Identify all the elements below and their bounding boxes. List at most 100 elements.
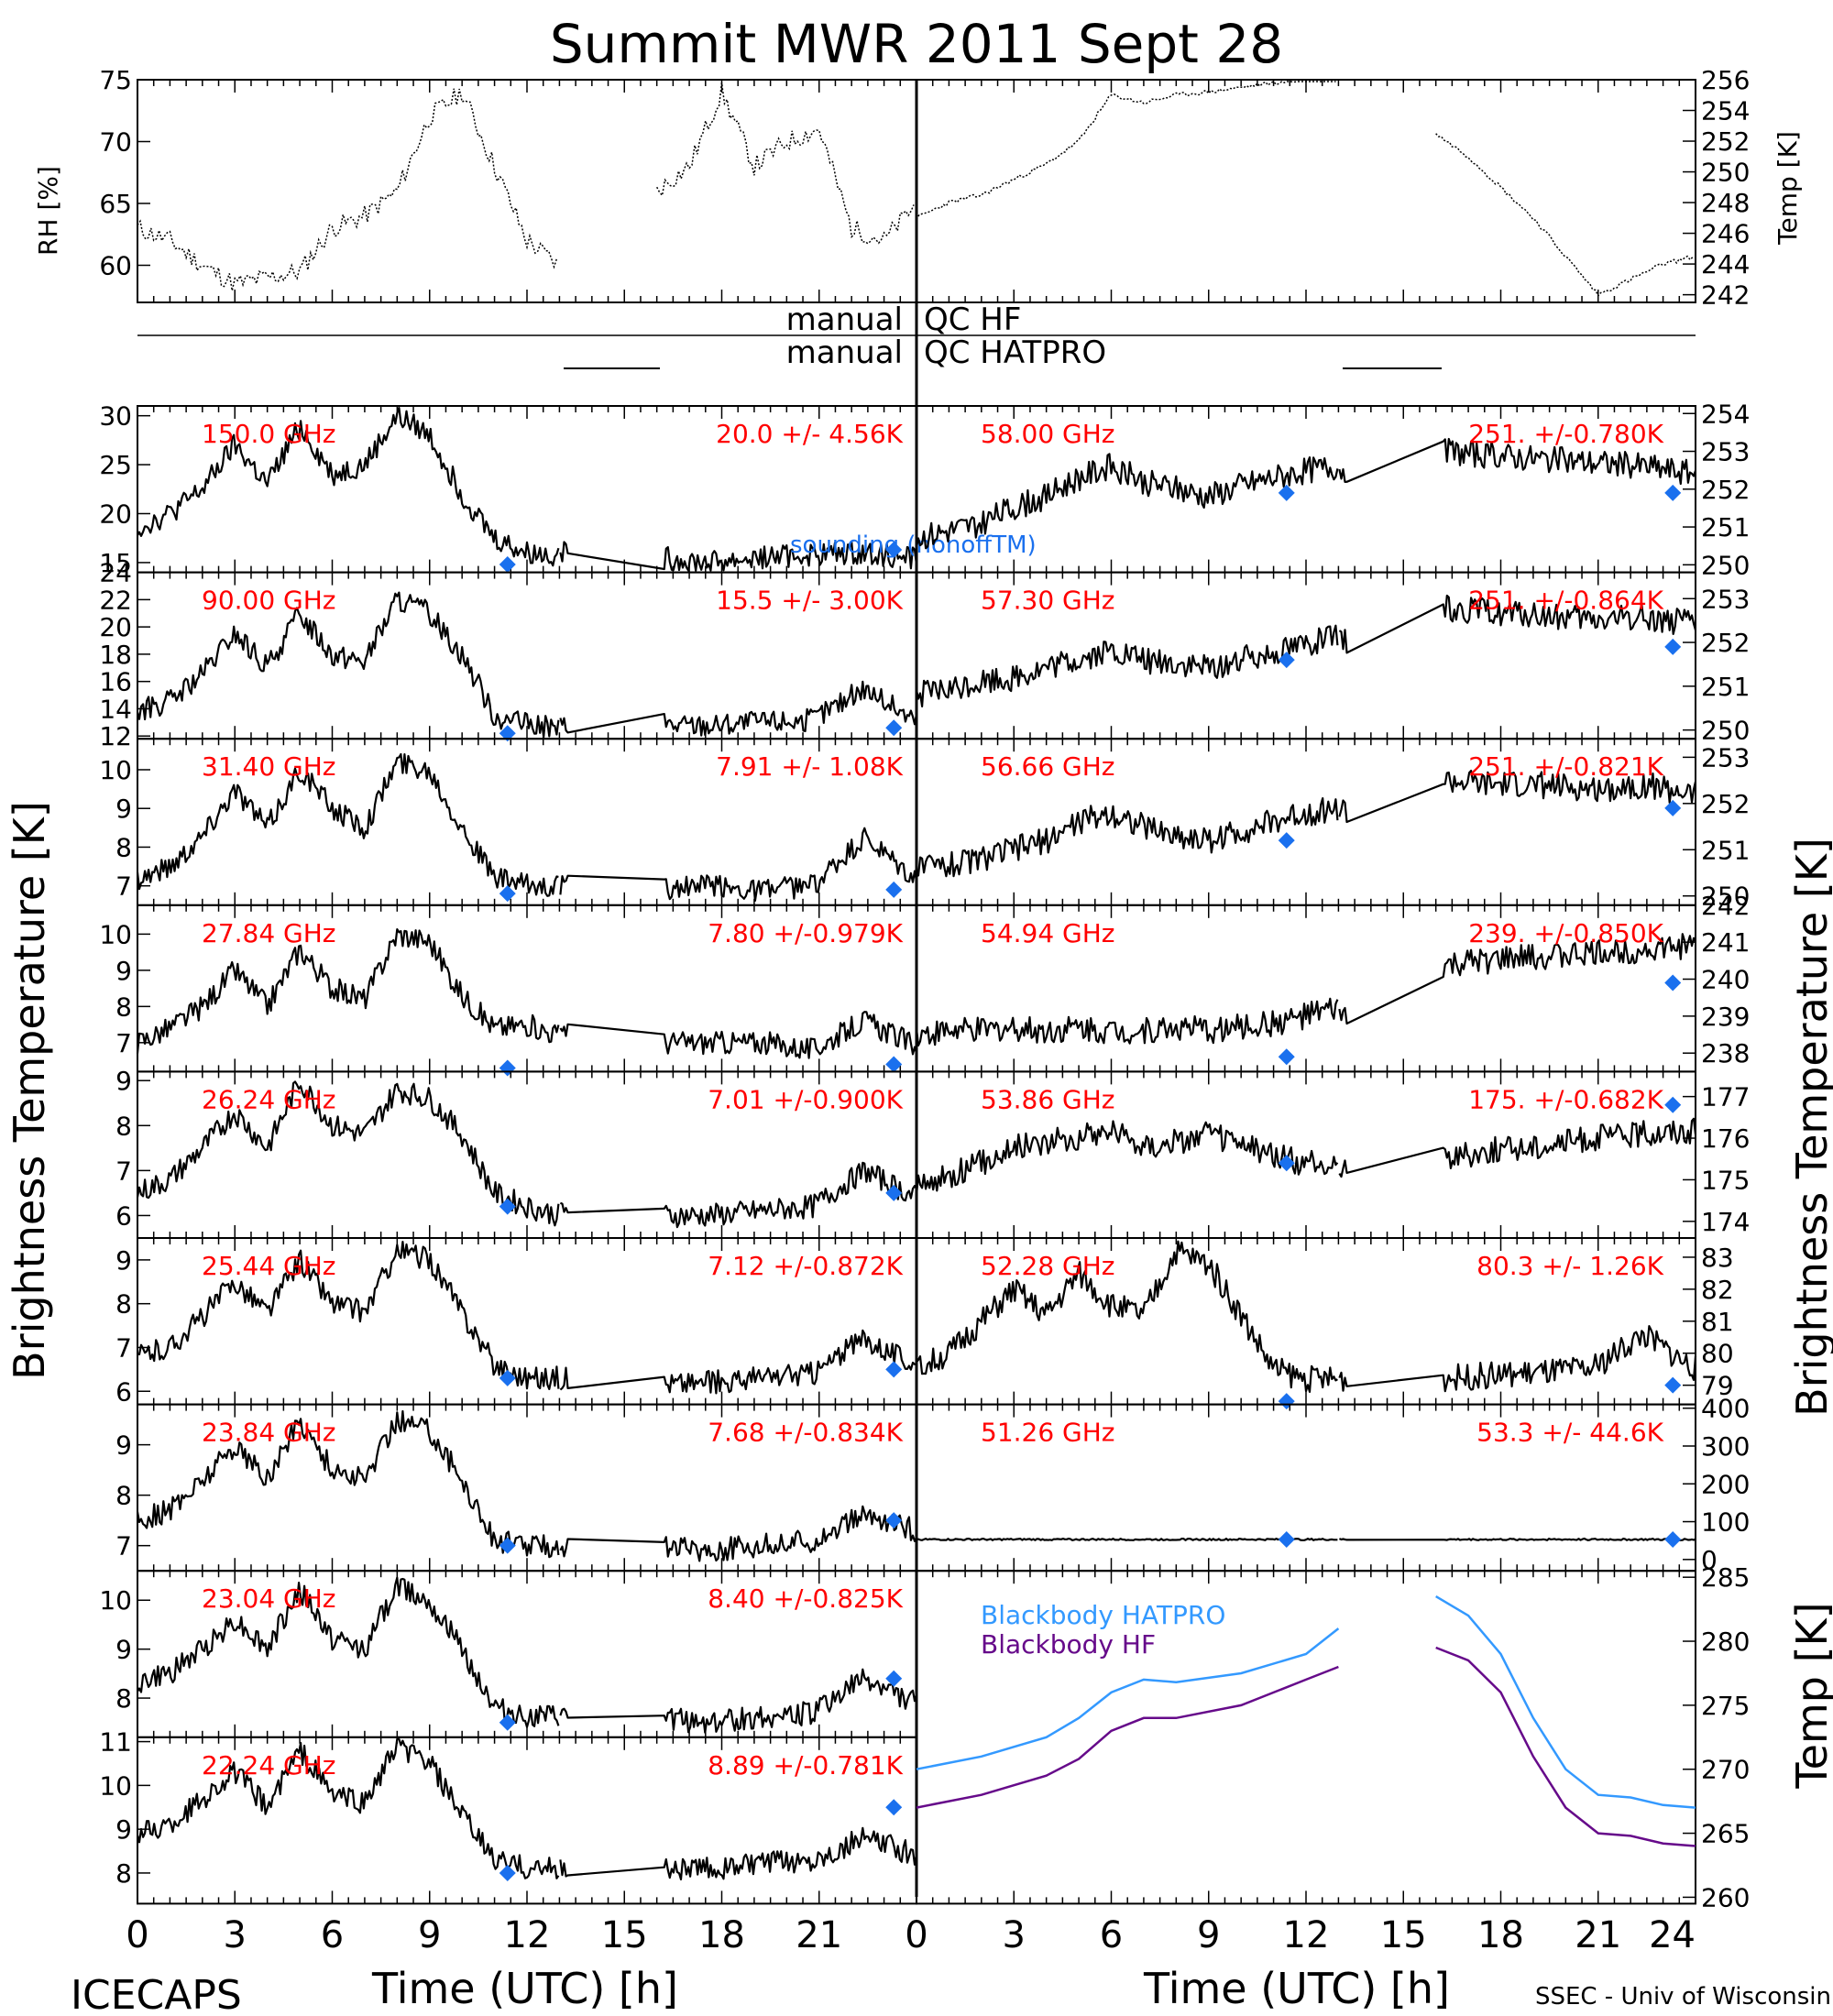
trace-line [916, 1537, 1338, 1541]
sounding-marker [1278, 1048, 1295, 1066]
sounding-marker [885, 881, 903, 898]
blackbody-hatpro-line [1435, 1595, 1696, 1809]
y-tick-label: 7 [115, 1531, 132, 1561]
x-tick-label: 3 [224, 1914, 247, 1956]
y-tick-label: 177 [1701, 1082, 1750, 1112]
y-tick-label: 14 [99, 694, 132, 724]
y-tick-label: 275 [1701, 1691, 1750, 1721]
sounding-marker [1664, 1530, 1682, 1548]
sounding-marker [1278, 652, 1295, 669]
y-tick-label: 200 [1701, 1469, 1750, 1499]
trace-line [1338, 594, 1697, 654]
y-tick-label: 30 [99, 401, 132, 432]
channel-stats-label: 251. +/-0.864K [1468, 586, 1663, 616]
channel-stats-label: 239. +/-0.850K [1468, 918, 1663, 948]
x-tick-label: 21 [796, 1914, 842, 1956]
y-tick-label: 252 [1701, 126, 1750, 157]
sounding-marker [499, 725, 516, 742]
y-tick-label: 400 [1701, 1394, 1750, 1424]
y-tick-label: 8 [115, 1683, 132, 1714]
qc-hatpro-label-left: manual [786, 334, 903, 371]
temp-axis-label: Temp [K] [1773, 131, 1803, 246]
y-tick-label: 7 [115, 1028, 132, 1058]
y-tick-label: 252 [1701, 475, 1750, 505]
sounding-marker [499, 1714, 516, 1731]
trace-line [136, 1737, 560, 1879]
sounding-marker [1664, 638, 1682, 655]
icecaps-label: ICECAPS [71, 1972, 242, 2016]
trace-line [915, 453, 1339, 550]
y-tick-label: 70 [99, 127, 132, 158]
y-tick-label: 75 [99, 65, 132, 95]
y-tick-label: 9 [115, 956, 132, 986]
y-tick-label: 20 [99, 612, 132, 642]
channel-stats-label: 53.3 +/- 44.6K [1476, 1418, 1663, 1448]
sounding-marker [885, 719, 903, 737]
y-tick-label: 80 [1701, 1339, 1734, 1369]
y-tick-label: 8 [115, 832, 132, 862]
channel-stats-label: 8.40 +/-0.825K [708, 1583, 903, 1614]
y-tick-label: 16 [99, 667, 132, 697]
credit-label: SSEC - Univ of Wisconsin [1535, 1983, 1831, 2011]
y-tick-label: 250 [1701, 158, 1750, 188]
y-tick-label: 252 [1701, 628, 1750, 658]
y-tick-label: 285 [1701, 1562, 1750, 1593]
x-tick-label: 0 [126, 1914, 148, 1956]
trace-line [136, 591, 560, 739]
y-tick-label: 100 [1701, 1507, 1750, 1538]
sounding-marker [1278, 1393, 1295, 1410]
trace-line [559, 827, 918, 903]
x-tick-label: 12 [1283, 1914, 1330, 1956]
channel-freq-label: 26.24 GHz [202, 1084, 336, 1114]
x-tick-label: 15 [601, 1914, 648, 1956]
trace-line [137, 1240, 560, 1391]
trace-line [137, 406, 560, 567]
y-tick-label: 12 [99, 721, 132, 751]
y-tick-label: 246 [1701, 219, 1750, 249]
y-tick-label: 260 [1701, 1882, 1750, 1912]
y-tick-label: 250 [1701, 550, 1750, 580]
trace-line [559, 1668, 918, 1734]
y-tick-label: 248 [1701, 188, 1750, 218]
y-tick-label: 9 [115, 1066, 132, 1096]
trace-line [916, 796, 1339, 878]
y-tick-label: 300 [1701, 1431, 1750, 1462]
trace-line [137, 88, 558, 291]
channel-stats-label: 7.91 +/- 1.08K [716, 751, 903, 782]
y-tick-label: 7 [115, 871, 132, 902]
trace-line [560, 1161, 917, 1229]
channel-freq-label: 58.00 GHz [981, 419, 1115, 449]
y-tick-label: 254 [1701, 399, 1750, 429]
blackbody-hf-line [1435, 1646, 1696, 1847]
trace-line [1338, 1537, 1696, 1541]
channel-stats-label: 15.5 +/- 3.00K [716, 586, 903, 616]
rh-axis-label: RH [%] [33, 166, 63, 256]
y-tick-label: 9 [115, 1245, 132, 1276]
y-tick-label: 18 [99, 640, 132, 670]
y-tick-label: 7 [115, 1332, 132, 1363]
trace-line [656, 82, 915, 245]
y-tick-label: 22 [99, 585, 132, 615]
sounding-marker [499, 1537, 516, 1554]
trace-line [1338, 933, 1696, 1025]
channel-stats-label: 7.12 +/-0.872K [708, 1251, 903, 1281]
trace-line [915, 624, 1339, 708]
x-tick-label: 9 [1197, 1914, 1220, 1956]
sounding-marker [499, 556, 516, 574]
y-tick-label: 81 [1701, 1307, 1734, 1337]
sounding-marker [1664, 799, 1682, 816]
channel-freq-label: 90.00 GHz [202, 586, 336, 616]
sounding-marker [885, 1512, 903, 1529]
sounding-marker [885, 1056, 903, 1073]
trace-line [559, 1329, 917, 1395]
y-tick-label: 9 [115, 1814, 132, 1845]
channel-stats-label: 251. +/-0.821K [1468, 751, 1663, 782]
qc-hf-label-right: QC HF [924, 301, 1021, 338]
y-tick-label: 9 [115, 1635, 132, 1665]
y-tick-label: 10 [99, 919, 132, 949]
channel-freq-label: 56.66 GHz [981, 751, 1115, 782]
x-tick-label: 6 [1100, 1914, 1123, 1956]
y-tick-label: 174 [1701, 1207, 1750, 1237]
trace-line [559, 541, 918, 572]
y-tick-label: 251 [1701, 672, 1750, 702]
